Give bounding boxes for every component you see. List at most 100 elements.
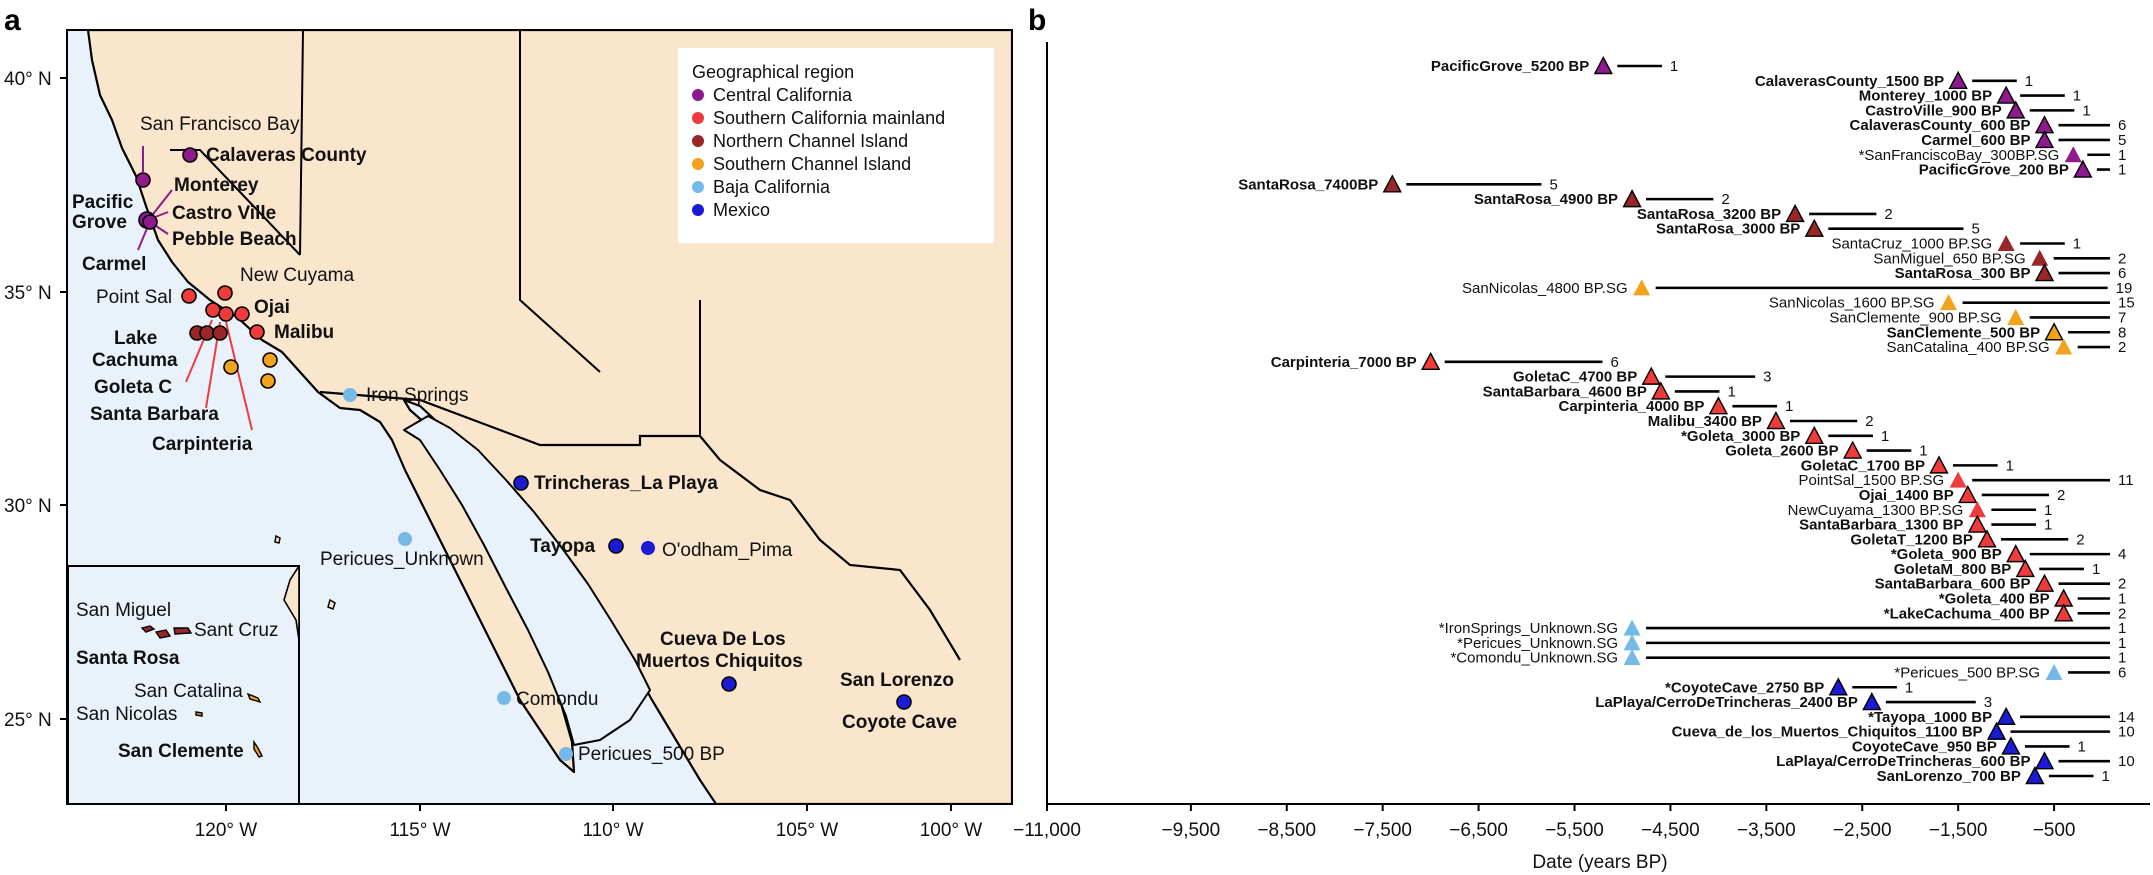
chart-row-15: 19 SanNicolas_4800 BP.SG bbox=[1462, 279, 2132, 297]
chart-row-40: 1 *Comondu_Unknown.SG bbox=[1450, 649, 2126, 667]
lat-label-35: 35° N bbox=[4, 283, 52, 304]
chart-row-34: 1 GoletaM_800 BP bbox=[1894, 558, 2100, 578]
chart-count-46: 1 bbox=[2078, 738, 2086, 755]
chart-label-43: LaPlaya/CerroDeTrincheras_2400 BP bbox=[1595, 694, 1858, 711]
chart-point-45 bbox=[1986, 721, 2007, 740]
legend-items: Central California Southern California ma… bbox=[692, 85, 945, 220]
legend-label-2: Northern Channel Island bbox=[713, 131, 908, 151]
chart-label-13: SanMiguel_650 BP.SG bbox=[1873, 250, 2025, 267]
chart-count-6: 1 bbox=[2118, 147, 2126, 164]
legend-label-1: Southern California mainland bbox=[713, 108, 945, 128]
chart-label-0: PacificGrove_5200 BP bbox=[1431, 58, 1589, 75]
legend-swatch-5 bbox=[692, 204, 704, 216]
label-cachuma: Cachuma bbox=[92, 350, 178, 371]
chart-point-0 bbox=[1593, 56, 1613, 75]
chart-label-26: Goleta_2600 BP bbox=[1725, 443, 1838, 460]
label-ojai: Ojai bbox=[254, 297, 290, 318]
chart-row-38: 1 *IronSprings_Unknown.SG bbox=[1439, 619, 2126, 637]
legend-label-3: Southern Channel Island bbox=[713, 154, 911, 174]
chart-label-34: GoletaM_800 BP bbox=[1894, 561, 2012, 578]
leader-carmel bbox=[137, 225, 149, 251]
chart-label-27: GoletaC_1700 BP bbox=[1801, 457, 1925, 474]
chart-count-28: 11 bbox=[2118, 472, 2134, 489]
chart-row-43: 3 LaPlaya/CerroDeTrincheras_2400 BP bbox=[1595, 692, 1992, 711]
chart-label-4: CalaverasCounty_600 BP bbox=[1850, 117, 2031, 134]
legend-box bbox=[678, 48, 994, 243]
chart-rows: 1 PacificGrove_5200 BP 1 CalaverasCounty_15… bbox=[1238, 56, 2135, 785]
label-san-lorenzo: San Lorenzo bbox=[840, 670, 954, 691]
island-baja-1 bbox=[274, 534, 281, 544]
marker-point-sal bbox=[181, 288, 197, 304]
chart-point-31 bbox=[1967, 514, 1988, 533]
lat-label-25: 25° N bbox=[4, 710, 52, 731]
marker-pacific-grove bbox=[142, 214, 158, 230]
chart-label-46: CoyoteCave_950 BP bbox=[1852, 738, 1997, 755]
legend-swatch-4 bbox=[692, 181, 704, 193]
label-monterey: Monterey bbox=[174, 175, 259, 196]
label-new-cuyama: New Cuyama bbox=[240, 265, 354, 286]
chart-row-22: 1 SantaBarbara_4600 BP bbox=[1483, 381, 1736, 400]
chart-row-12: 1 SantaCruz_1000 BP.SG bbox=[1831, 235, 2081, 253]
chart-label-8: SantaRosa_7400BP bbox=[1238, 176, 1378, 193]
chart-point-44 bbox=[1996, 706, 2016, 726]
chart-count-26: 1 bbox=[1919, 443, 1927, 460]
label-pacific: Pacific bbox=[72, 192, 134, 213]
chart-label-14: SantaRosa_300 BP bbox=[1895, 265, 2031, 282]
chart-label-6: *SanFranciscoBay_300BP.SG bbox=[1859, 147, 2060, 164]
chart-row-5: 5 Carmel_600 BP bbox=[1921, 129, 2126, 149]
chart-count-36: 1 bbox=[2118, 591, 2126, 608]
map-panel: San Miguel Sant Cruz Santa Rosa San Cata… bbox=[67, 30, 1012, 804]
label-castro-ville: Castro Ville bbox=[172, 203, 276, 224]
chart-point-27 bbox=[1929, 455, 1949, 474]
legend-label-0: Central California bbox=[713, 85, 853, 105]
chart-row-25: 1 *Goleta_3000 BP bbox=[1681, 425, 1889, 445]
chart-row-35: 2 SantaBarbara_600 BP bbox=[1875, 573, 2126, 593]
marker-coyote-cave bbox=[896, 694, 912, 710]
chart-count-11: 5 bbox=[1971, 221, 1979, 238]
chart-point-33 bbox=[2006, 544, 2026, 563]
chart-count-44: 14 bbox=[2118, 709, 2135, 726]
marker-pericues-500 bbox=[559, 747, 573, 761]
x-tick-label-3: −7,500 bbox=[1353, 820, 1412, 841]
x-tick-label-8: −2,500 bbox=[1833, 820, 1892, 841]
chart-point-2 bbox=[1996, 85, 2016, 104]
marker-san-francisco-bay bbox=[135, 172, 151, 188]
chart-point-46 bbox=[2001, 736, 2021, 755]
chart-row-10: 2 SantaRosa_3200 BP bbox=[1637, 203, 1893, 223]
chart-label-39: *Pericues_Unknown.SG bbox=[1457, 635, 1618, 652]
chart-point-41 bbox=[2045, 663, 2063, 680]
site-labels: San Francisco Bay Calaveras County Monte… bbox=[72, 114, 957, 765]
chart-row-11: 5 SantaRosa_3000 BP bbox=[1656, 218, 1980, 238]
chart-label-31: SantaBarbara_1300 BP bbox=[1799, 517, 1963, 534]
chart-count-30: 1 bbox=[2044, 502, 2052, 519]
chart-point-11 bbox=[1804, 218, 1824, 237]
label-san-francisco-bay: San Francisco Bay bbox=[140, 114, 300, 135]
map-legend: Geographical region Central California So… bbox=[678, 48, 994, 243]
chart-count-42: 1 bbox=[1905, 679, 1913, 696]
map-lon-axis: 120° W 115° W 110° W 105° W 100° W bbox=[195, 804, 982, 841]
chart-count-43: 3 bbox=[1984, 694, 1992, 711]
chart-label-42: *CoyoteCave_2750 BP bbox=[1665, 679, 1824, 696]
chart-label-24: Malibu_3400 BP bbox=[1648, 413, 1762, 430]
chart-count-27: 1 bbox=[2006, 457, 2014, 474]
island-san-miguel bbox=[140, 625, 156, 633]
chart-count-1: 1 bbox=[2025, 73, 2033, 90]
label-comondu: Comondu bbox=[516, 689, 598, 710]
label-malibu: Malibu bbox=[274, 322, 334, 343]
label-cueva-de-los: Cueva De Los bbox=[660, 629, 786, 650]
label-calaveras-county: Calaveras County bbox=[206, 145, 367, 166]
chart-point-1 bbox=[1948, 70, 1968, 89]
marker-san-catalina bbox=[223, 359, 239, 375]
chart-label-47: LaPlaya/CerroDeTrincheras_600 BP bbox=[1776, 753, 2030, 770]
chart-count-22: 1 bbox=[1727, 383, 1735, 400]
x-tick-label-1: −9,500 bbox=[1162, 820, 1221, 841]
chart-point-42 bbox=[1828, 677, 1848, 696]
leader-carpinteria bbox=[225, 321, 253, 431]
border-az-nm bbox=[519, 30, 601, 373]
chart-label-44: *Tayopa_1000 BP bbox=[1868, 709, 1992, 726]
chart-row-48: 1 SanLorenzo_700 BP bbox=[1877, 766, 2110, 785]
chart-row-8: 5 SantaRosa_7400BP bbox=[1238, 174, 1558, 193]
chart-row-13: 2 SanMiguel_650 BP.SG bbox=[1873, 249, 2126, 267]
chart-point-16 bbox=[1940, 294, 1958, 311]
chart-count-21: 3 bbox=[1763, 369, 1771, 386]
